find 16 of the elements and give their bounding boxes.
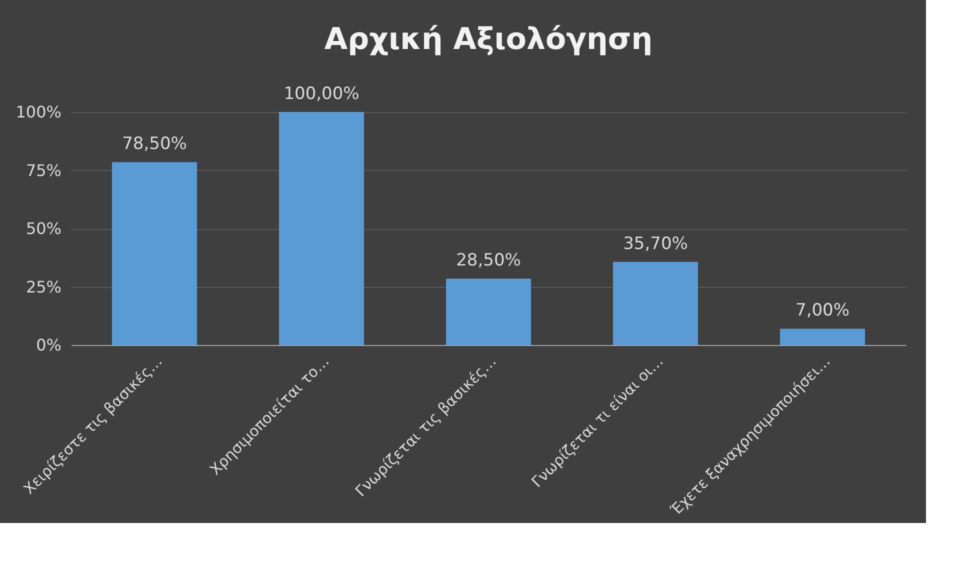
bar bbox=[279, 112, 364, 345]
y-tick-label: 100% bbox=[16, 102, 62, 122]
y-tick-label: 0% bbox=[36, 336, 62, 354]
bar bbox=[613, 262, 698, 345]
chart-title: Αρχική Αξιολόγηση bbox=[324, 22, 653, 57]
data-label: 78,50% bbox=[122, 134, 187, 154]
data-label: 7,00% bbox=[795, 300, 850, 321]
bar bbox=[112, 162, 197, 345]
data-label: 35,70% bbox=[623, 234, 688, 254]
y-tick-label: 25% bbox=[26, 277, 62, 296]
y-tick-label: 75% bbox=[26, 160, 62, 180]
data-label: 28,50% bbox=[456, 250, 521, 271]
y-tick-label: 50% bbox=[26, 219, 62, 238]
data-label: 100,00% bbox=[284, 84, 360, 104]
bar bbox=[446, 278, 531, 345]
bar bbox=[780, 328, 865, 345]
